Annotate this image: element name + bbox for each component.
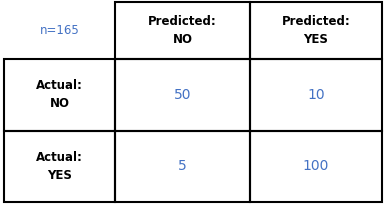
Bar — [4, 131, 115, 202]
Bar — [115, 131, 250, 202]
Bar — [250, 2, 382, 59]
Bar — [115, 2, 250, 59]
Text: n=165: n=165 — [40, 24, 80, 37]
Text: 100: 100 — [303, 159, 329, 173]
Text: Actual:
YES: Actual: YES — [36, 151, 83, 182]
Text: 10: 10 — [307, 88, 325, 102]
Bar — [115, 59, 250, 131]
Bar — [250, 59, 382, 131]
Text: 5: 5 — [178, 159, 187, 173]
Text: Actual:
NO: Actual: NO — [36, 79, 83, 110]
Text: 50: 50 — [174, 88, 191, 102]
Bar — [250, 131, 382, 202]
Bar — [4, 59, 115, 131]
Text: Predicted:
NO: Predicted: NO — [148, 15, 217, 46]
Text: Predicted:
YES: Predicted: YES — [281, 15, 350, 46]
